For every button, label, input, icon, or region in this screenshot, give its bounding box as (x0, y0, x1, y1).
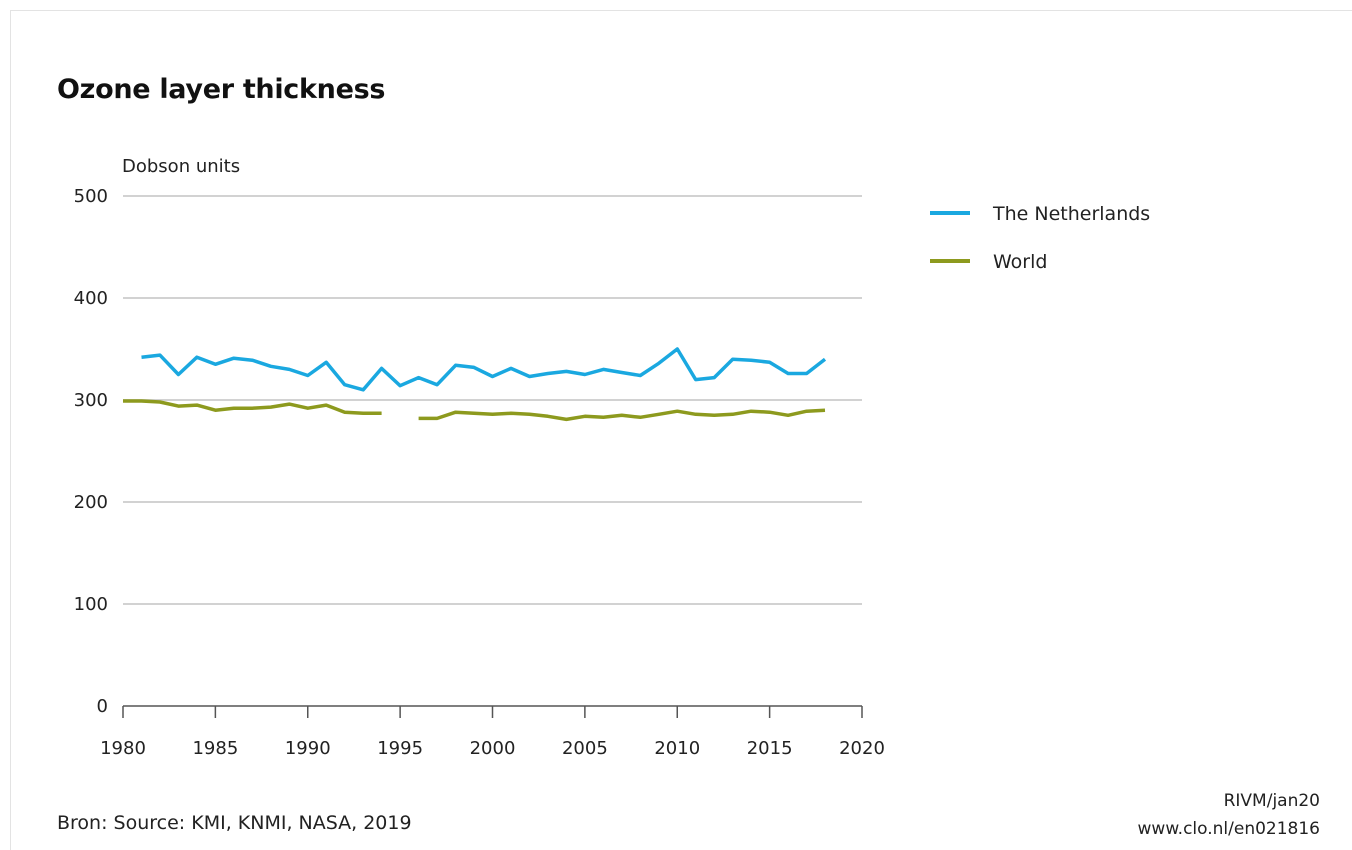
credit-block: RIVM/jan20 www.clo.nl/en021816 (1138, 787, 1320, 843)
credit-line-2: www.clo.nl/en021816 (1137, 819, 1320, 839)
legend: The Netherlands World (930, 203, 1150, 273)
legend-label-world: World (993, 251, 1047, 273)
x-tick-label-1995: 1995 (377, 738, 423, 759)
chart-title: Ozone layer thickness (57, 74, 386, 105)
series-line-world-1 (123, 399, 382, 416)
series-line-the-netherlands (141, 347, 827, 392)
x-tick-label-1980: 1980 (100, 738, 146, 759)
y-tick-label-400: 400 (74, 288, 108, 309)
x-tick-label-2015: 2015 (747, 738, 793, 759)
x-tick-label-2010: 2010 (654, 738, 700, 759)
chart-frame (10, 10, 1352, 850)
y-tick-label-200: 200 (74, 492, 108, 513)
x-tick-label-2005: 2005 (562, 738, 608, 759)
source-note: Bron: Source: KMI, KNMI, NASA, 2019 (57, 812, 412, 834)
y-axis-title: Dobson units (122, 156, 240, 177)
x-tick-label-1990: 1990 (285, 738, 331, 759)
y-tick-label-0: 0 (97, 696, 108, 717)
x-tick-label-2020: 2020 (839, 738, 885, 759)
gridlines (123, 195, 862, 605)
legend-label-the-netherlands: The Netherlands (992, 203, 1150, 225)
y-tick-label-500: 500 (74, 186, 108, 207)
credit-line-1: RIVM/jan20 (1223, 791, 1320, 811)
y-tick-label-100: 100 (74, 594, 108, 615)
x-tick-label-1985: 1985 (192, 738, 238, 759)
axes: 0 100 200 300 400 500 Dobson units 1980 1985 1990… (74, 156, 885, 759)
y-tick-label-300: 300 (74, 390, 108, 411)
series-lines (123, 347, 827, 422)
x-tick-label-2000: 2000 (470, 738, 516, 759)
series-line-world-2 (418, 408, 826, 422)
